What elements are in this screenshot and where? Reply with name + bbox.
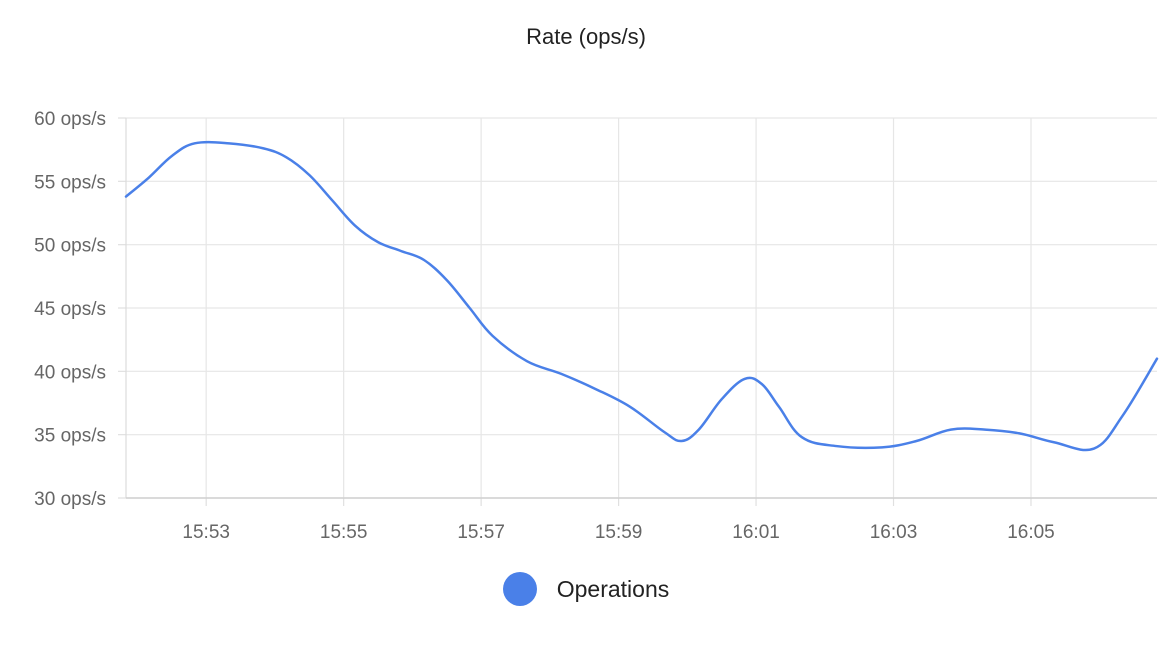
x-tick-label: 16:05 — [1007, 522, 1055, 543]
data-point[interactable] — [945, 424, 957, 436]
data-point[interactable] — [1014, 427, 1026, 439]
x-tick-label: 15:57 — [457, 522, 505, 543]
y-tick-label: 30 ops/s — [34, 489, 106, 510]
y-tick-label: 40 ops/s — [34, 362, 106, 383]
data-point[interactable] — [590, 383, 602, 395]
data-point[interactable] — [1151, 353, 1163, 365]
data-point[interactable] — [658, 426, 670, 438]
legend-label-operations: Operations — [556, 575, 670, 602]
data-point[interactable] — [395, 245, 407, 257]
x-tick-label: 15:55 — [320, 522, 368, 543]
data-point[interactable] — [326, 194, 338, 206]
y-tick-label: 45 ops/s — [34, 299, 106, 320]
data-point[interactable] — [624, 401, 636, 413]
data-point[interactable] — [830, 440, 842, 452]
data-point[interactable] — [441, 274, 453, 286]
data-point[interactable] — [280, 151, 292, 163]
x-tick-label: 15:59 — [595, 522, 643, 543]
data-point[interactable] — [372, 236, 384, 248]
data-point[interactable] — [120, 191, 132, 203]
data-point[interactable] — [1088, 443, 1100, 455]
data-point[interactable] — [796, 431, 808, 443]
data-point[interactable] — [910, 435, 922, 447]
grid-layer — [126, 117, 1157, 499]
data-point[interactable] — [979, 424, 991, 436]
data-point[interactable] — [166, 150, 178, 162]
data-point[interactable] — [876, 441, 888, 453]
data-point[interactable] — [464, 302, 476, 314]
axis-layer: 30 ops/s 35 ops/s 40 ops/s 45 ops/s 50 ops/s… — [34, 109, 1157, 543]
y-tick-label: 50 ops/s — [34, 236, 106, 257]
chart-title: Rate (ops/s) — [526, 24, 646, 49]
data-point[interactable] — [773, 401, 785, 413]
data-point[interactable] — [555, 368, 567, 380]
data-point[interactable] — [487, 330, 499, 342]
y-tick-label: 35 ops/s — [34, 426, 106, 447]
data-point[interactable] — [521, 355, 533, 367]
data-point[interactable] — [739, 373, 751, 385]
data-point[interactable] — [189, 137, 201, 149]
data-point[interactable] — [257, 142, 269, 154]
y-tick-label: 60 ops/s — [34, 109, 106, 130]
x-tick-label: 16:01 — [732, 522, 780, 543]
data-point[interactable] — [756, 378, 768, 390]
data-point[interactable] — [303, 169, 315, 181]
data-point[interactable] — [143, 172, 155, 184]
data-point[interactable] — [223, 137, 235, 149]
data-point[interactable] — [693, 424, 705, 436]
data-point[interactable] — [1048, 436, 1060, 448]
data-point[interactable] — [676, 435, 688, 447]
data-point[interactable] — [349, 220, 361, 232]
series-layer — [120, 137, 1163, 455]
y-tick-label: 55 ops/s — [34, 172, 106, 193]
x-tick-label: 16:03 — [870, 522, 918, 543]
data-point[interactable] — [418, 254, 430, 266]
x-tick-label: 15:53 — [182, 522, 230, 543]
legend-swatch-operations — [502, 572, 537, 606]
data-point[interactable] — [1117, 410, 1129, 422]
data-point[interactable] — [716, 393, 728, 405]
legend[interactable]: Operations — [0, 572, 1172, 606]
series-line-operations[interactable] — [124, 140, 1159, 452]
